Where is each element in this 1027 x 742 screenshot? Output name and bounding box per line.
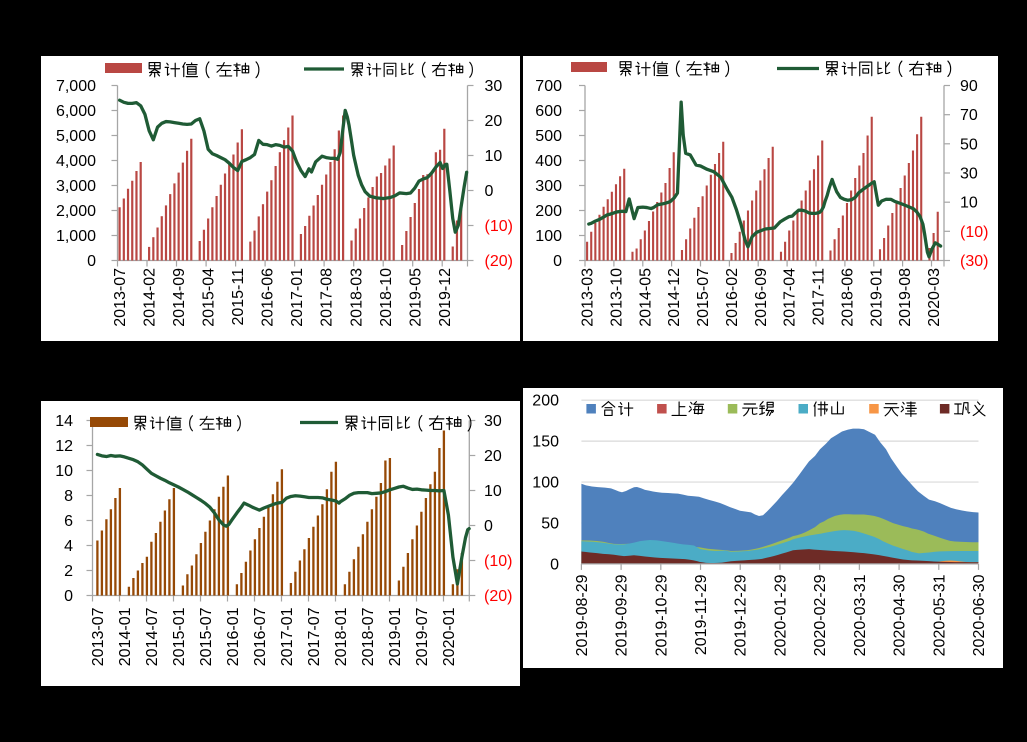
svg-text:2019-08: 2019-08 xyxy=(897,268,914,327)
svg-text:4,000: 4,000 xyxy=(56,153,96,170)
svg-text:6: 6 xyxy=(64,513,73,530)
svg-text:2: 2 xyxy=(64,563,73,580)
svg-text:0: 0 xyxy=(64,588,73,605)
svg-text:2016-01: 2016-01 xyxy=(225,607,242,666)
svg-text:200: 200 xyxy=(532,393,559,410)
svg-text:2019-07: 2019-07 xyxy=(414,607,431,666)
svg-text:(10): (10) xyxy=(484,553,512,570)
svg-text:2016-09: 2016-09 xyxy=(753,268,770,327)
svg-text:2014-02: 2014-02 xyxy=(142,268,159,327)
svg-text:2014-12: 2014-12 xyxy=(666,268,683,327)
svg-text:2020-04-30: 2020-04-30 xyxy=(892,574,909,656)
svg-text:(10): (10) xyxy=(960,224,988,241)
svg-text:2020-01-29: 2020-01-29 xyxy=(772,574,789,656)
svg-text:20: 20 xyxy=(484,448,502,465)
svg-text:50: 50 xyxy=(541,515,559,532)
svg-text:30: 30 xyxy=(484,413,502,430)
svg-text:10: 10 xyxy=(55,463,73,480)
svg-text:0: 0 xyxy=(87,253,96,270)
svg-text:30: 30 xyxy=(960,166,978,183)
svg-text:2019-01: 2019-01 xyxy=(868,268,885,327)
svg-text:2020-03-31: 2020-03-31 xyxy=(852,574,869,656)
svg-text:(10): (10) xyxy=(485,218,513,235)
svg-text:10: 10 xyxy=(484,483,502,500)
svg-text:2020-01: 2020-01 xyxy=(441,607,458,666)
svg-text:2017-08: 2017-08 xyxy=(319,268,336,327)
svg-text:10: 10 xyxy=(485,148,503,165)
svg-text:2019-11-29: 2019-11-29 xyxy=(693,574,710,655)
svg-text:0: 0 xyxy=(484,518,493,535)
svg-text:2013-07: 2013-07 xyxy=(90,607,107,666)
svg-text:6,000: 6,000 xyxy=(56,103,96,120)
svg-text:(20): (20) xyxy=(484,588,512,605)
svg-text:100: 100 xyxy=(532,475,559,492)
svg-text:(30): (30) xyxy=(960,253,988,270)
svg-text:2013-03: 2013-03 xyxy=(580,268,597,327)
svg-text:2019-09-29: 2019-09-29 xyxy=(614,574,631,656)
svg-text:2015-04: 2015-04 xyxy=(201,268,218,327)
svg-text:2016-06: 2016-06 xyxy=(260,268,277,327)
svg-text:1,000: 1,000 xyxy=(56,228,96,245)
svg-text:2017-07: 2017-07 xyxy=(306,607,323,666)
svg-text:2016-07: 2016-07 xyxy=(252,607,269,666)
svg-text:2017-11: 2017-11 xyxy=(811,268,828,326)
svg-text:30: 30 xyxy=(485,78,503,95)
svg-text:90: 90 xyxy=(960,78,978,95)
svg-text:2015-07: 2015-07 xyxy=(198,607,215,666)
svg-text:0: 0 xyxy=(550,556,559,573)
svg-text:600: 600 xyxy=(535,103,562,120)
svg-text:7,000: 7,000 xyxy=(56,78,96,95)
svg-text:2014-09: 2014-09 xyxy=(171,268,188,327)
svg-text:70: 70 xyxy=(960,107,978,124)
svg-text:2014-05: 2014-05 xyxy=(637,268,654,327)
svg-text:2015-11: 2015-11 xyxy=(230,268,247,326)
svg-text:2019-05: 2019-05 xyxy=(407,268,424,327)
svg-text:2020-06-30: 2020-06-30 xyxy=(971,574,988,656)
svg-text:200: 200 xyxy=(535,203,562,220)
svg-text:2,000: 2,000 xyxy=(56,203,96,220)
svg-text:150: 150 xyxy=(532,434,559,451)
svg-text:2020-05-31: 2020-05-31 xyxy=(931,574,948,656)
svg-text:2013-07: 2013-07 xyxy=(112,268,129,327)
svg-text:2014-01: 2014-01 xyxy=(117,607,134,666)
svg-text:2019-01: 2019-01 xyxy=(387,607,404,666)
svg-text:2020-02-29: 2020-02-29 xyxy=(812,574,829,656)
svg-text:2019-12: 2019-12 xyxy=(437,268,454,327)
svg-text:2018-06: 2018-06 xyxy=(839,268,856,327)
svg-text:14: 14 xyxy=(55,413,73,430)
svg-text:100: 100 xyxy=(535,228,562,245)
svg-text:2020-03: 2020-03 xyxy=(926,268,943,327)
svg-text:2017-04: 2017-04 xyxy=(782,268,799,327)
svg-text:2019-08-29: 2019-08-29 xyxy=(574,574,591,656)
svg-text:2018-01: 2018-01 xyxy=(333,607,350,666)
svg-text:4: 4 xyxy=(64,538,73,555)
svg-text:0: 0 xyxy=(553,253,562,270)
svg-text:700: 700 xyxy=(535,78,562,95)
svg-text:(20): (20) xyxy=(485,253,513,270)
svg-text:0: 0 xyxy=(485,183,494,200)
svg-text:300: 300 xyxy=(535,178,562,195)
svg-text:5,000: 5,000 xyxy=(56,128,96,145)
svg-text:2018-03: 2018-03 xyxy=(348,268,365,327)
svg-text:2013-10: 2013-10 xyxy=(608,268,625,327)
svg-text:500: 500 xyxy=(535,128,562,145)
svg-text:2017-01: 2017-01 xyxy=(279,607,296,666)
svg-text:20: 20 xyxy=(485,113,503,130)
svg-text:2015-07: 2015-07 xyxy=(695,268,712,327)
svg-text:2016-02: 2016-02 xyxy=(724,268,741,327)
svg-text:2014-07: 2014-07 xyxy=(144,607,161,666)
svg-text:2018-07: 2018-07 xyxy=(360,607,377,666)
svg-text:10: 10 xyxy=(960,195,978,212)
svg-text:2019-12-29: 2019-12-29 xyxy=(733,574,750,656)
svg-text:2015-01: 2015-01 xyxy=(171,607,188,666)
svg-text:2017-01: 2017-01 xyxy=(289,268,306,327)
svg-text:8: 8 xyxy=(64,488,73,505)
svg-text:3,000: 3,000 xyxy=(56,178,96,195)
svg-text:2019-10-29: 2019-10-29 xyxy=(653,574,670,656)
svg-text:2018-10: 2018-10 xyxy=(378,268,395,327)
svg-text:50: 50 xyxy=(960,136,978,153)
svg-text:400: 400 xyxy=(535,153,562,170)
svg-text:12: 12 xyxy=(55,438,73,455)
